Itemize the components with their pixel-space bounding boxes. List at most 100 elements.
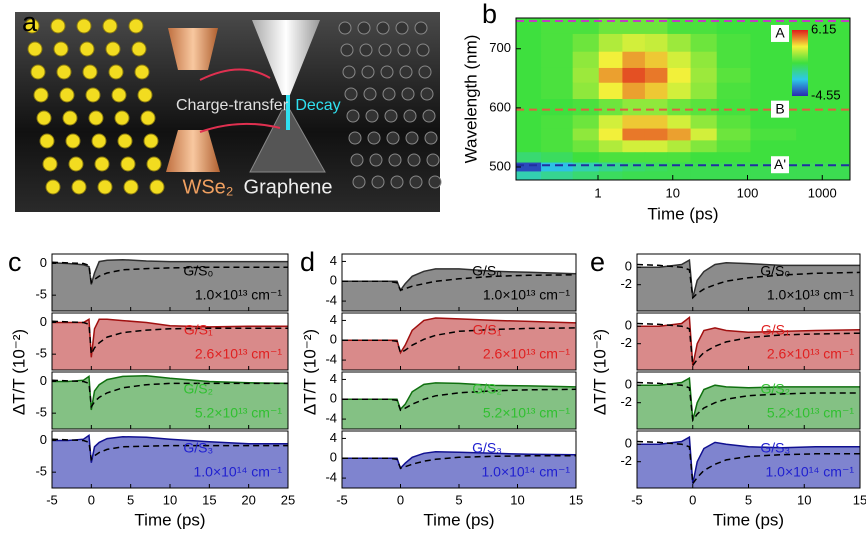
heat-cell <box>667 152 691 163</box>
area-fill <box>342 318 576 370</box>
heat-cell <box>667 83 691 100</box>
marker-label: A' <box>774 156 786 172</box>
panel-label: a <box>22 7 38 37</box>
y-tick-label: 4 <box>330 371 337 386</box>
series-name: G/S₂ <box>184 381 214 397</box>
atom <box>402 88 414 100</box>
heat-cell <box>573 68 600 83</box>
area-fill <box>52 376 288 429</box>
heat-cell <box>573 83 600 100</box>
heat-cell <box>573 140 600 152</box>
atom <box>147 157 161 171</box>
marker-label: B <box>775 100 784 116</box>
atom <box>341 44 353 56</box>
series-density: 1.0×10¹⁴ cm⁻¹ <box>194 464 283 480</box>
heat-cell <box>717 34 751 52</box>
y-tick-label: 0 <box>625 377 632 392</box>
heat-cell <box>599 115 623 129</box>
heat-cell <box>750 68 796 83</box>
x-tick-label: 0 <box>397 492 404 507</box>
heat-cell <box>717 140 751 152</box>
atom <box>72 180 86 194</box>
heat-cell <box>516 171 542 180</box>
series-density: 1.0×10¹³ cm⁻¹ <box>195 287 282 303</box>
y-tick-label: -5 <box>35 346 47 361</box>
heat-cell <box>541 171 573 180</box>
x-tick-label: 20 <box>241 492 255 507</box>
heat-cell <box>541 163 573 172</box>
heat-cell <box>622 68 645 83</box>
atom <box>398 44 410 56</box>
atom <box>150 180 164 194</box>
atom <box>118 134 132 148</box>
atom <box>410 176 422 188</box>
heat-cell <box>645 52 668 69</box>
x-tick-label: 5 <box>745 492 752 507</box>
heat-cell <box>717 115 751 129</box>
heat-cell <box>541 152 573 163</box>
heat-cell <box>573 34 600 52</box>
atom <box>417 44 429 56</box>
heat-cell <box>691 52 718 69</box>
panel-label: e <box>590 247 605 277</box>
y-tick-label: -4 <box>325 411 337 426</box>
y-tick-label: 4 <box>330 430 337 445</box>
y-axis-label: ΔT/T (10⁻²) <box>300 329 319 415</box>
heat-cell <box>717 68 751 83</box>
atom <box>343 66 355 78</box>
y-tick-label: 0 <box>40 432 47 447</box>
atom <box>63 111 77 125</box>
atom <box>132 42 146 56</box>
x-tick-label: 25 <box>281 492 295 507</box>
x-tick-label: 10 <box>510 492 524 507</box>
y-tick-label: -2 <box>620 394 632 409</box>
heat-cell <box>599 140 623 152</box>
atom <box>144 134 158 148</box>
atom <box>368 132 380 144</box>
x-tick-label: 1 <box>594 185 601 200</box>
series-density: 2.6×10¹³ cm⁻¹ <box>767 346 854 362</box>
atom <box>370 154 382 166</box>
panel-label: b <box>482 0 497 29</box>
atom <box>57 65 71 79</box>
heat-cell <box>516 68 542 83</box>
heat-cell <box>599 171 623 180</box>
atom <box>66 134 80 148</box>
x-tick-label: 100 <box>737 185 759 200</box>
heat-cell <box>516 152 542 163</box>
heat-cell <box>667 68 691 83</box>
atom <box>360 44 372 56</box>
heat-cell <box>691 163 718 172</box>
atom <box>124 180 138 194</box>
heat-cell <box>622 83 645 100</box>
heat-cell <box>599 152 623 163</box>
y-tick-label: -4 <box>325 293 337 308</box>
x-axis-label: Time (ps) <box>713 510 784 529</box>
heat-cell <box>691 115 718 129</box>
heat-cell <box>573 152 600 163</box>
heat-cell <box>717 52 751 69</box>
x-tick-label: 1000 <box>808 185 837 200</box>
heat-cell <box>667 140 691 152</box>
y-tick-label: -2 <box>620 453 632 468</box>
heat-cell <box>691 99 718 116</box>
heat-cell <box>622 163 645 172</box>
heat-cell <box>796 163 850 172</box>
y-tick-label: 0 <box>330 273 337 288</box>
atom <box>135 65 149 79</box>
atom <box>421 88 433 100</box>
area-fill <box>637 260 860 311</box>
heat-cell <box>599 129 623 141</box>
heat-cell <box>599 68 623 83</box>
atom <box>28 42 42 56</box>
atom <box>372 176 384 188</box>
series-name: G/S₀ <box>472 263 502 279</box>
heat-cell <box>645 83 668 100</box>
heat-cell <box>541 34 573 52</box>
atom <box>31 65 45 79</box>
figure: a Charge-transfer Decay WSe₂ Graphene AB… <box>0 0 866 534</box>
area-fill <box>52 260 288 311</box>
x-tick-label: 5 <box>127 492 134 507</box>
illustration-text: Charge-transfer <box>176 97 289 114</box>
heat-cell <box>573 52 600 69</box>
